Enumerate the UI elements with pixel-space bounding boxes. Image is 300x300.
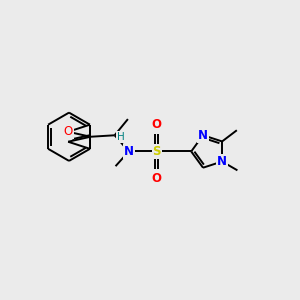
- Text: N: N: [124, 145, 134, 158]
- Text: O: O: [152, 172, 162, 185]
- Text: O: O: [152, 118, 162, 131]
- Text: H: H: [117, 132, 125, 142]
- Text: S: S: [152, 145, 161, 158]
- Text: N: N: [217, 155, 227, 168]
- Text: N: N: [198, 129, 208, 142]
- Text: O: O: [64, 125, 73, 138]
